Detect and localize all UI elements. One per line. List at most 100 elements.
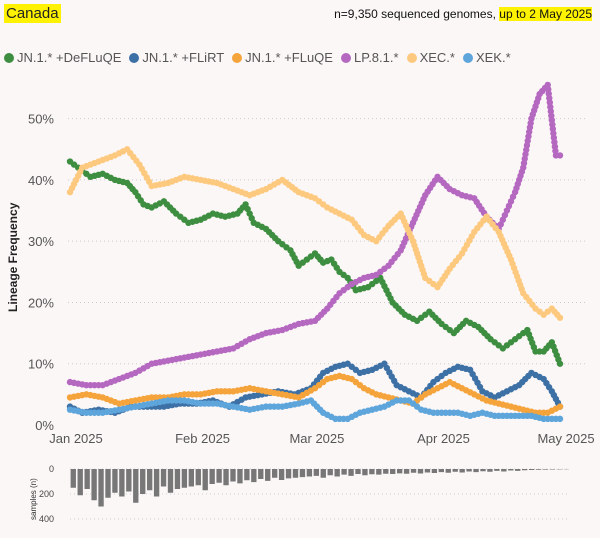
samples-bar <box>181 469 188 488</box>
samples-bar <box>70 469 76 488</box>
y-tick-label: 50% <box>28 112 54 127</box>
samples-bar <box>431 469 438 473</box>
samples-bar <box>84 469 90 489</box>
samples-bar <box>188 469 194 487</box>
samples-bar <box>459 469 465 473</box>
samples-y-tick-label: 200 <box>39 489 54 499</box>
legend-label: XEK.* <box>475 50 511 65</box>
legend-item-xek: XEK.* <box>462 50 511 65</box>
samples-bar <box>271 469 278 478</box>
samples-bar <box>153 469 160 497</box>
samples-bar <box>77 469 83 496</box>
samples-bar <box>390 469 396 474</box>
samples-bar <box>362 469 368 476</box>
samples-bar <box>216 469 222 483</box>
series-jn-1-defluqe <box>66 158 564 367</box>
legend-marker <box>4 52 14 63</box>
legend-marker <box>462 52 473 63</box>
samples-bar <box>403 469 410 474</box>
legend-label: LP.8.1.* <box>353 50 399 65</box>
legend-item-jn-1-defluqe: JN.1.* +DeFLuQE <box>4 50 121 65</box>
x-tick-label: Mar 2025 <box>289 431 344 446</box>
data-point <box>556 152 564 159</box>
y-tick-label: 0% <box>35 418 54 433</box>
series-jn-1-fluqe <box>66 372 564 416</box>
legend-item-jn-1-flirt: JN.1.* +FLiRT <box>129 50 224 65</box>
y-tick-label: 30% <box>28 234 54 249</box>
legend-label: XEC.* <box>419 50 455 65</box>
samples-bar <box>501 469 507 472</box>
info-highlight: up to 2 May 2025 <box>499 7 592 21</box>
samples-bar <box>549 469 556 470</box>
samples-bar <box>438 469 444 473</box>
samples-bar <box>98 469 104 507</box>
x-tick-label: Feb 2025 <box>175 431 230 446</box>
samples-bar <box>292 469 299 478</box>
samples-bar <box>202 469 208 491</box>
samples-bar <box>209 469 215 484</box>
samples-bar <box>105 469 111 498</box>
samples-y-tick-label: 400 <box>39 514 54 524</box>
samples-bar <box>251 469 257 483</box>
samples-bar <box>480 469 486 472</box>
samples-bar <box>285 469 292 479</box>
y-tick-label: 40% <box>28 173 54 188</box>
samples-bar <box>299 469 306 478</box>
x-tick-label: Jan 2025 <box>49 431 103 446</box>
samples-bar <box>466 469 472 472</box>
samples-bar <box>417 469 424 474</box>
samples-bars <box>70 469 569 507</box>
samples-bar <box>487 469 493 472</box>
samples-bar <box>306 469 313 477</box>
data-point <box>556 403 564 410</box>
samples-bar <box>376 469 382 475</box>
y-tick-label: 10% <box>28 357 54 372</box>
legend-marker <box>129 52 140 63</box>
x-tick-label: May 2025 <box>537 431 594 446</box>
samples-y-axis-label: samples (n) <box>29 478 38 520</box>
samples-bar <box>521 469 528 471</box>
samples-y-tick-label: 0 <box>49 464 54 474</box>
samples-bar <box>126 469 132 492</box>
data-point <box>556 360 564 367</box>
info-prefix: n=9,350 sequenced genomes, <box>334 7 500 21</box>
samples-bar <box>445 469 451 473</box>
samples-bar <box>195 469 201 486</box>
samples-bar <box>278 469 285 480</box>
data-point <box>556 314 564 321</box>
legend-label: JN.1.* +DeFLuQE <box>17 50 122 65</box>
legend-item-lp-8-1: LP.8.1.* <box>340 50 399 65</box>
legend-marker <box>340 52 351 63</box>
samples-bar <box>112 469 118 493</box>
samples-bar <box>542 469 549 470</box>
samples-bar <box>515 469 521 471</box>
samples-bar <box>508 469 514 471</box>
samples-bar <box>320 469 326 478</box>
samples-bar <box>167 469 174 493</box>
samples-bar <box>265 469 271 481</box>
samples-bar <box>160 469 167 487</box>
samples-bar <box>237 469 243 484</box>
samples-bar <box>452 469 458 472</box>
legend-label: JN.1.* +FLiRT <box>142 50 225 65</box>
chart-title: Canada <box>4 4 61 23</box>
y-axis-label: Lineage Frequency <box>6 202 20 312</box>
legend-label: JN.1.* +FLuQE <box>245 50 333 65</box>
samples-bar <box>494 469 500 471</box>
data-point <box>556 415 564 423</box>
samples-bar <box>327 469 333 476</box>
samples-bar <box>424 469 431 473</box>
samples-bar <box>473 469 479 473</box>
samples-bar <box>334 469 340 477</box>
samples-bar <box>258 469 264 479</box>
samples-bar <box>119 469 125 497</box>
info-text: n=9,350 sequenced genomes, up to 2 May 2… <box>334 6 592 22</box>
y-tick-label: 20% <box>28 295 54 310</box>
samples-bar <box>535 469 542 470</box>
samples-bar <box>383 469 389 474</box>
samples-bar <box>174 469 181 489</box>
samples-bar <box>133 469 139 503</box>
samples-bar <box>528 469 535 470</box>
legend-marker <box>232 52 243 63</box>
